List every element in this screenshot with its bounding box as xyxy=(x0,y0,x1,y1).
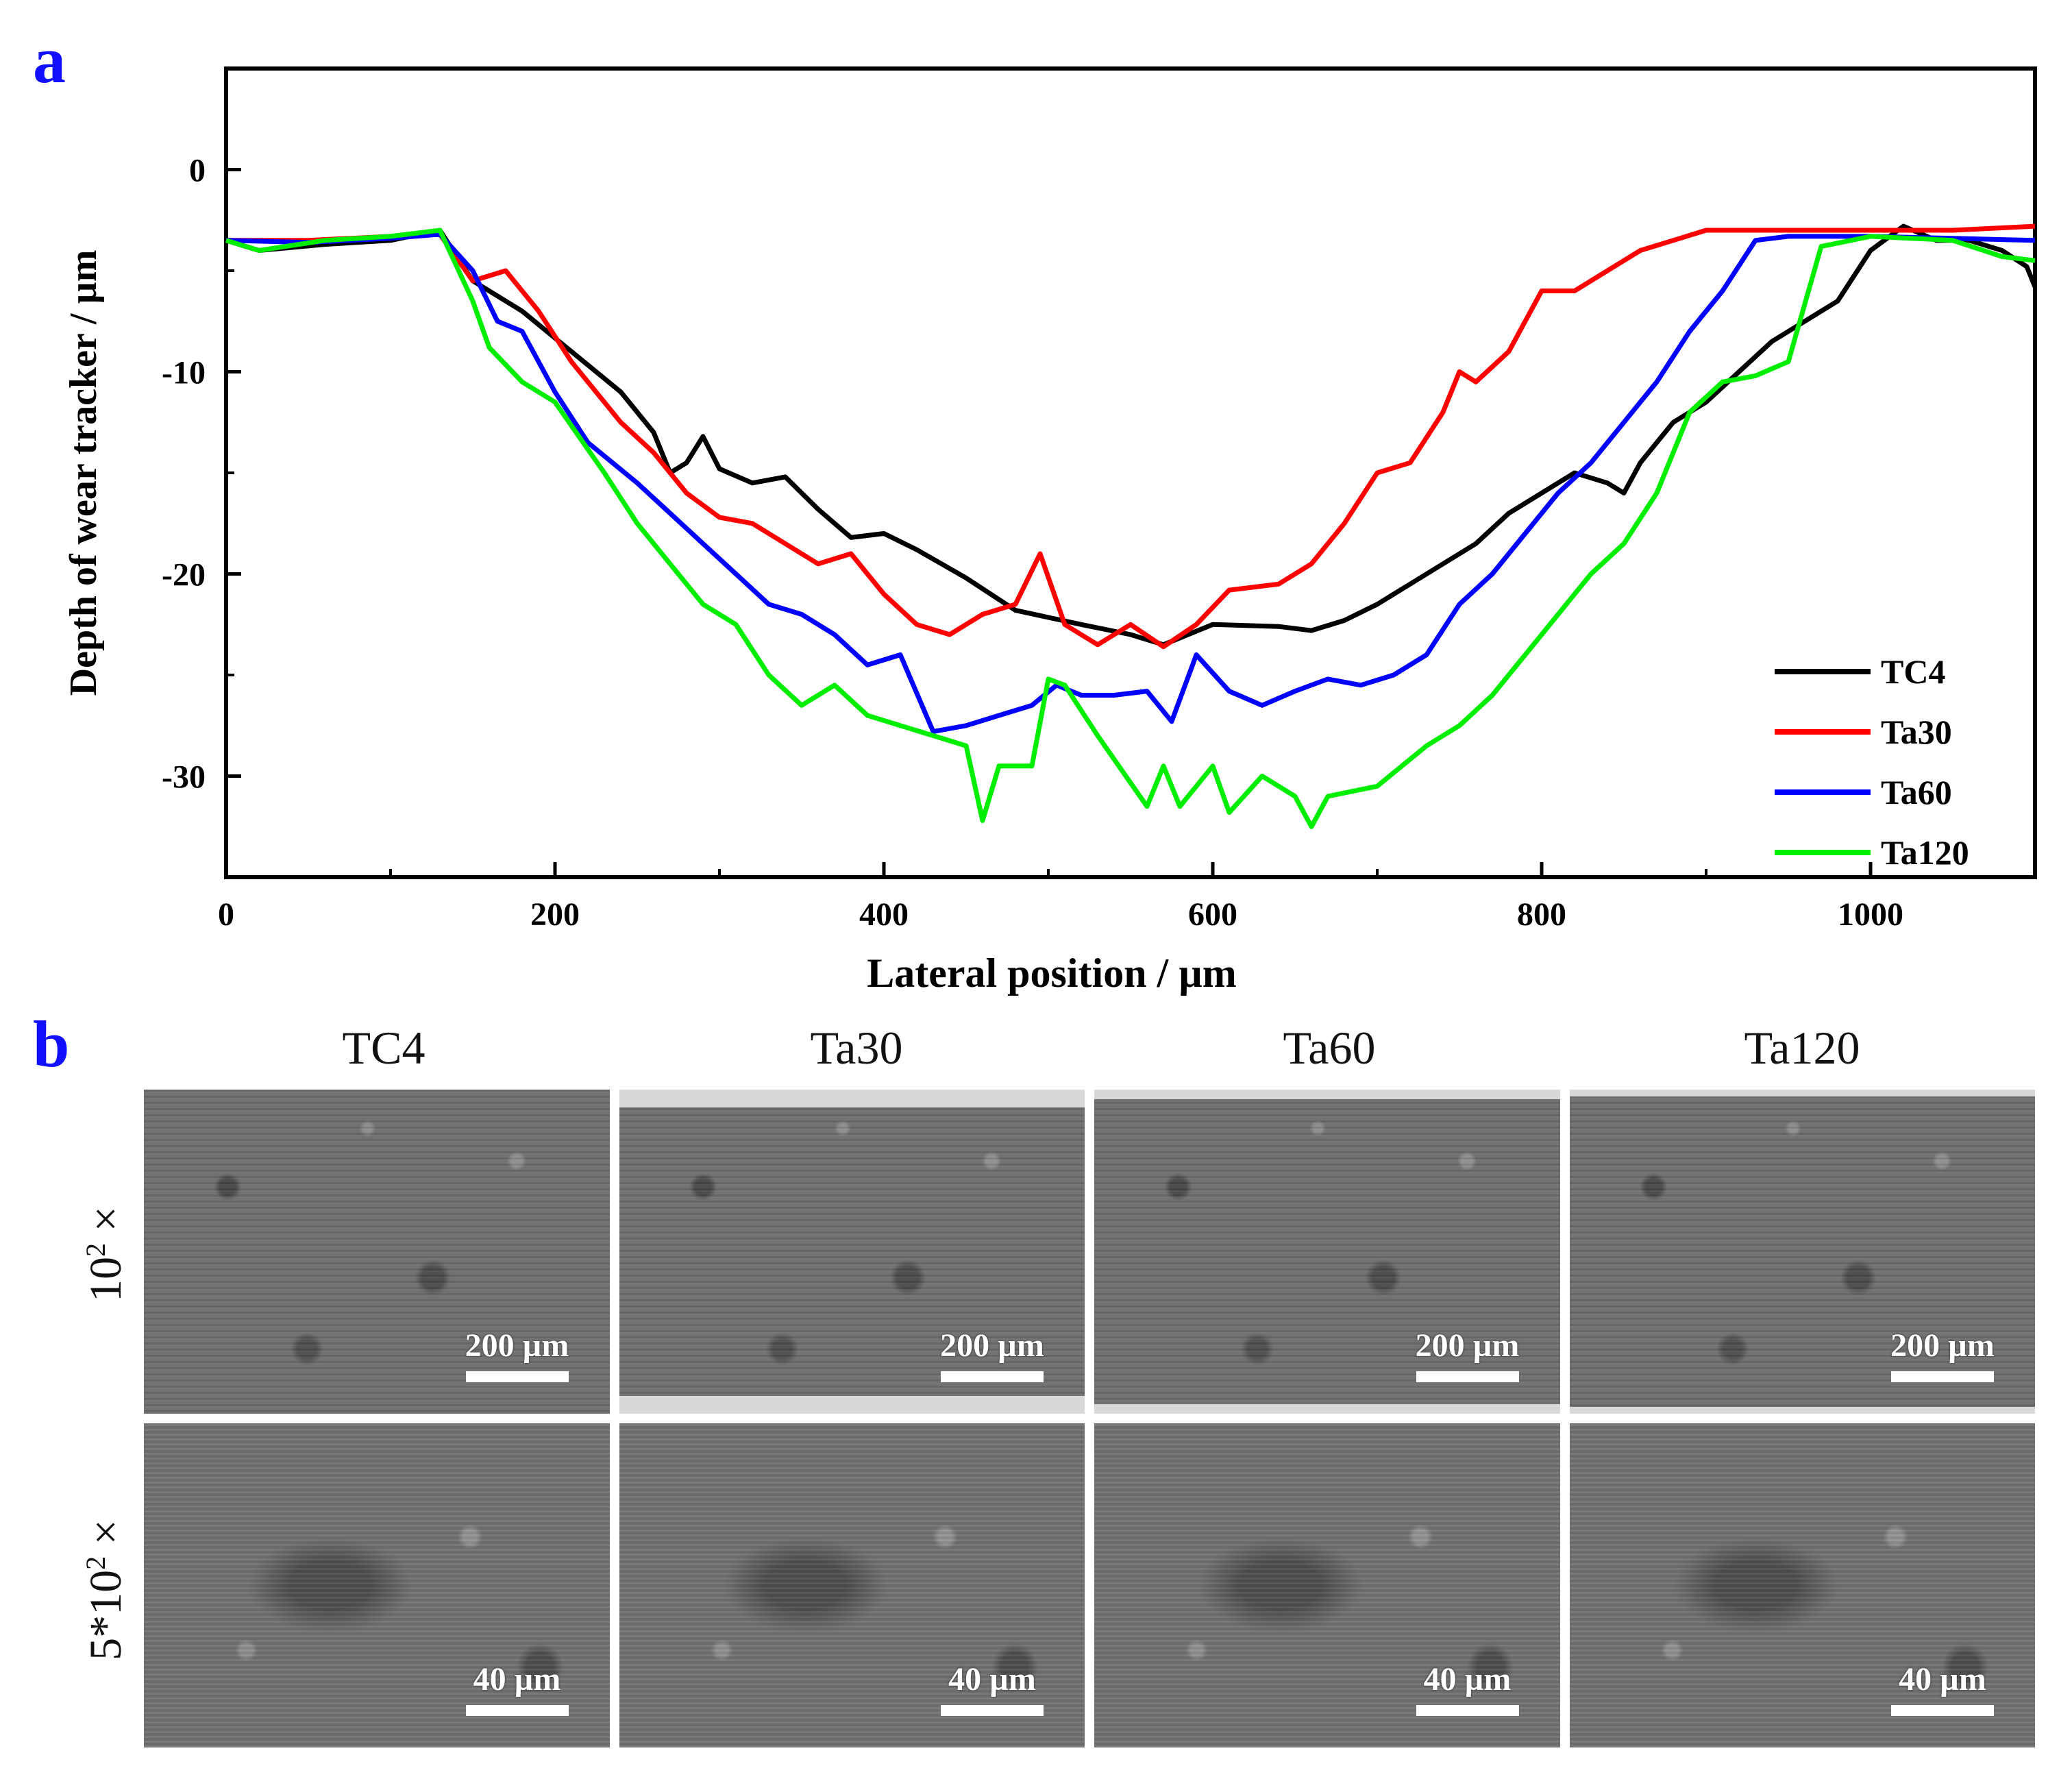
y-tick-label: -10 xyxy=(162,355,206,391)
x-tick-label: 600 xyxy=(1188,896,1237,933)
row1-sup: 2 xyxy=(80,1242,111,1257)
scale-bar xyxy=(465,1371,569,1382)
track-edge-bottom xyxy=(619,1396,1085,1414)
track-edge-top xyxy=(1569,1090,2035,1096)
sem-col-title-ta60: Ta60 xyxy=(1283,1022,1376,1074)
scale-bar-label: 200 µm xyxy=(1415,1327,1520,1364)
legend-label-ta30: Ta30 xyxy=(1881,713,1952,751)
sem-image-ta60-low: 200 µm xyxy=(1094,1090,1560,1414)
sem-row-label-1: 102 × xyxy=(69,1090,131,1419)
y-tick-label: -20 xyxy=(162,557,206,593)
sem-image-ta120-high: 40 µm xyxy=(1569,1423,2035,1747)
legend-label-ta120: Ta120 xyxy=(1881,833,1969,872)
scale-bar xyxy=(941,1705,1044,1716)
scale-bar xyxy=(1891,1371,1994,1382)
scale-bar-label: 200 µm xyxy=(465,1327,569,1364)
series-line-ta120 xyxy=(225,228,2036,829)
y-tick-label: -30 xyxy=(162,759,206,796)
scale-bar-label: 40 µm xyxy=(948,1661,1036,1697)
scale-bar xyxy=(941,1371,1044,1382)
x-tick-label: 200 xyxy=(530,896,580,933)
sem-image-tc4-high: 40 µm xyxy=(144,1423,610,1747)
x-tick-label: 800 xyxy=(1517,896,1566,933)
sem-image-ta60-high: 40 µm xyxy=(1094,1423,1560,1747)
track-edge-top xyxy=(619,1090,1085,1107)
sem-col-title-ta120: Ta120 xyxy=(1744,1022,1860,1074)
series-group xyxy=(225,223,2038,829)
plot-frame xyxy=(224,66,2037,879)
series-line-ta30 xyxy=(226,223,2036,650)
track-edge-bottom xyxy=(1094,1404,1560,1414)
sem-image-ta30-low: 200 µm xyxy=(619,1090,1085,1414)
sem-image-ta120-low: 200 µm xyxy=(1569,1090,2035,1414)
series-line-ta60 xyxy=(225,232,2036,735)
scale-bar-label: 40 µm xyxy=(473,1661,561,1697)
sem-col-title-ta30: Ta30 xyxy=(810,1022,903,1074)
x-tick-label: 400 xyxy=(859,896,909,933)
scale-bar xyxy=(1891,1705,1994,1716)
scale-bar-label: 40 µm xyxy=(1423,1661,1512,1697)
scale-bar xyxy=(1416,1705,1519,1716)
sem-image-grid: 200 µm 200 µm 200 µm 200 µm 40 µm 40 µm … xyxy=(144,1090,2035,1747)
panel-b-label: b xyxy=(33,1007,70,1081)
row2-base: 5*10 xyxy=(81,1569,131,1660)
sem-col-title-tc4: TC4 xyxy=(342,1022,426,1074)
row2-sup: 2 xyxy=(80,1556,111,1570)
legend-label-tc4: TC4 xyxy=(1881,652,1945,691)
track-edge-bottom xyxy=(1569,1407,2035,1414)
row1-base: 10 xyxy=(81,1256,131,1302)
sem-row-label-2: 5*102 × xyxy=(69,1425,131,1754)
series-line-tc4 xyxy=(225,223,2038,648)
scale-bar-label: 200 µm xyxy=(1890,1327,1995,1364)
scale-bar-label: 40 µm xyxy=(1899,1661,1986,1697)
x-tick-label: 1000 xyxy=(1838,896,1903,933)
x-axis-ticks: 0 200 400 600 800 1000 xyxy=(218,862,1903,933)
x-axis-label: Lateral position / µm xyxy=(867,950,1237,996)
scale-bar xyxy=(1416,1371,1519,1382)
sem-image-ta30-high: 40 µm xyxy=(619,1423,1085,1747)
y-axis-label: Depth of wear tracker / µm xyxy=(62,250,105,696)
scale-bar xyxy=(465,1705,569,1716)
row1-suffix: × xyxy=(81,1206,131,1243)
track-edge-top xyxy=(1094,1090,1560,1099)
scale-bar-label: 200 µm xyxy=(940,1327,1044,1364)
panel-a-label: a xyxy=(33,23,66,97)
legend-label-ta60: Ta60 xyxy=(1881,773,1952,811)
row2-suffix: × xyxy=(81,1519,131,1556)
sem-image-tc4-low: 200 µm xyxy=(144,1090,610,1414)
y-axis-ticks: 0 -10 -20 -30 xyxy=(162,67,241,796)
x-tick-label: 0 xyxy=(218,896,234,933)
depth-profile-chart: 0 200 400 600 800 1000 0 -10 -20 -30 TC4 Ta30 Ta60… xyxy=(62,66,2038,996)
legend: TC4 Ta30 Ta60 Ta120 xyxy=(1775,652,1969,872)
y-tick-label: 0 xyxy=(189,153,206,189)
